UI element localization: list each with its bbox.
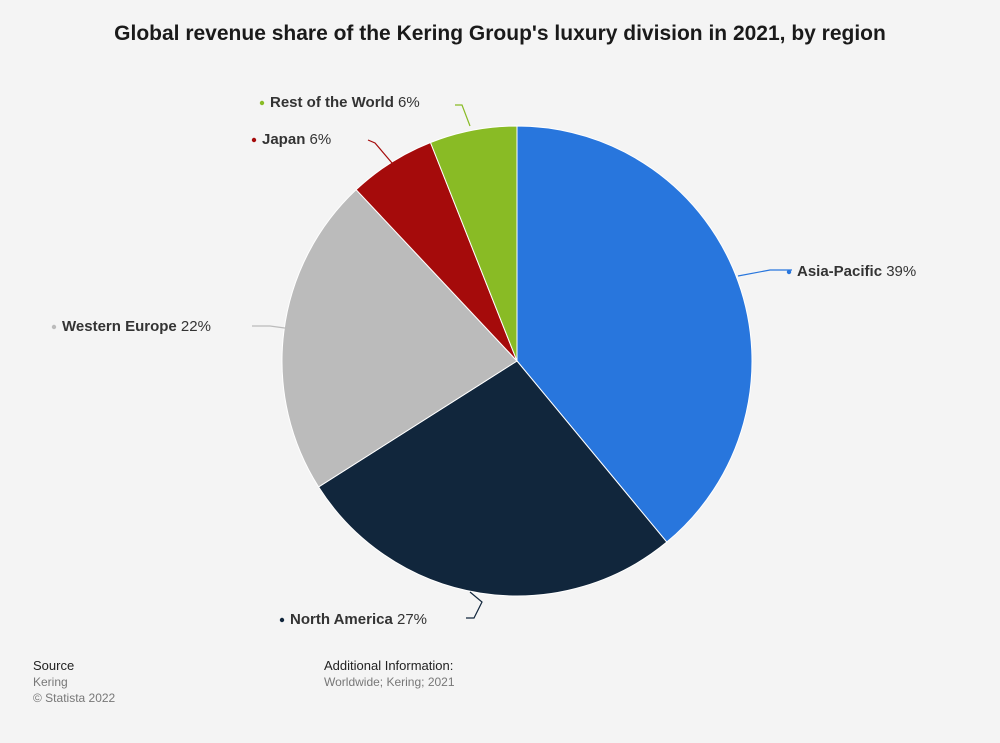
connector-line-north-america (466, 591, 483, 619)
additional-info-text: Worldwide; Kering; 2021 (324, 675, 455, 689)
legend-bullet-japan (251, 137, 257, 143)
pie-slice-western-europe[interactable] (281, 188, 518, 488)
source-name[interactable]: Kering (33, 675, 68, 689)
connector-line-rest-of-the-world (455, 104, 471, 127)
data-label-japan: Japan 6% (262, 131, 331, 148)
legend-bullet-asia-pacific (786, 269, 792, 275)
legend-bullet-north-america (279, 617, 285, 623)
additional-info-block: Additional Information: Worldwide; Kerin… (324, 658, 455, 690)
pie-slice-rest-of-the-world[interactable] (429, 125, 518, 362)
pie-slice-asia-pacific[interactable] (516, 125, 753, 543)
legend-bullet-western-europe (51, 324, 57, 330)
source-block: Source Kering © Statista 2022 (33, 658, 115, 706)
pie-chart: Asia-Pacific 39% North America 27% Western… (51, 94, 916, 628)
data-label-western-europe: Western Europe 22% (62, 318, 211, 335)
connector-line-western-europe (252, 325, 293, 330)
copyright[interactable]: © Statista 2022 (33, 691, 116, 705)
data-label-north-america: North America 27% (290, 611, 427, 628)
data-label-asia-pacific: Asia-Pacific 39% (797, 263, 916, 280)
legend-bullet-rest-of-the-world (259, 100, 265, 106)
data-label-rest-of-the-world: Rest of the World 6% (270, 94, 420, 111)
additional-info-heading[interactable]: Additional Information: (324, 658, 454, 673)
source-heading: Source (33, 658, 75, 673)
connector-line-japan (367, 139, 393, 164)
chart-title: Global revenue share of the Kering Group… (114, 22, 886, 45)
pie-slice-north-america[interactable] (317, 360, 668, 597)
connector-line-asia-pacific (737, 269, 792, 277)
